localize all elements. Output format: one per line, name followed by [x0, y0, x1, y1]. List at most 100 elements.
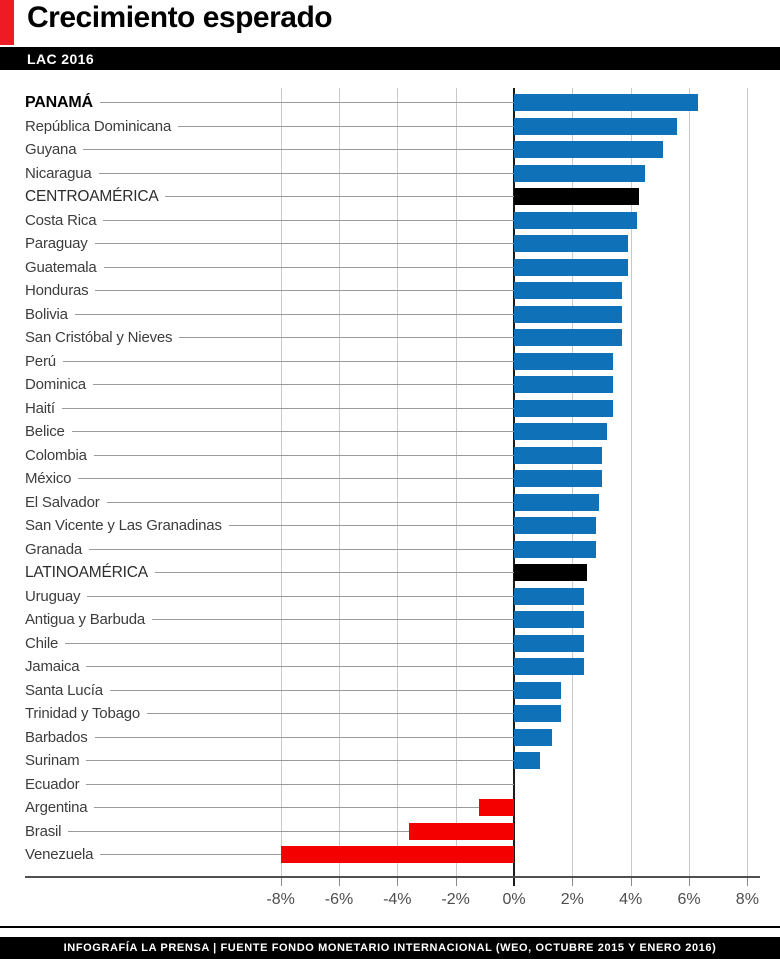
category-label: Chile — [25, 634, 59, 652]
value-bar — [514, 423, 608, 441]
leader-line — [93, 454, 514, 456]
leader-line — [152, 619, 514, 621]
value-bar — [514, 305, 622, 323]
chart-row: Bolivia — [25, 303, 514, 327]
chart-row: CENTROAMÉRICA — [25, 185, 514, 209]
category-label: Haití — [25, 399, 55, 417]
value-bar — [514, 141, 663, 159]
tick-label: 2% — [560, 891, 584, 908]
chart-row: Santa Lucía — [25, 679, 514, 703]
subtitle-label: LAC 2016 — [27, 50, 95, 67]
leader-line — [68, 830, 409, 832]
chart-row: Guyana — [25, 138, 514, 162]
leader-line — [165, 196, 514, 198]
category-label: Brasil — [25, 822, 62, 840]
chart-row: Belice — [25, 420, 514, 444]
divider-rule — [0, 926, 780, 928]
chart-row: México — [25, 467, 514, 491]
tick-label: -6% — [324, 891, 354, 908]
category-label: Guatemala — [25, 258, 97, 276]
leader-line — [94, 243, 514, 245]
chart-row: Ecuador — [25, 773, 514, 797]
category-label: San Vicente y Las Granadinas — [25, 517, 222, 535]
value-bar — [514, 282, 622, 300]
chart-row: Chile — [25, 632, 514, 656]
tick-label: -4% — [383, 891, 412, 908]
chart-row: Costa Rica — [25, 209, 514, 233]
value-bar — [514, 446, 602, 464]
leader-line — [99, 102, 514, 104]
chart-row: LATINOAMÉRICA — [25, 561, 514, 585]
leader-line — [86, 760, 514, 762]
chart-row: Jamaica — [25, 655, 514, 679]
value-bar — [514, 564, 587, 582]
leader-line — [86, 666, 514, 668]
chart-row: Haití — [25, 397, 514, 421]
value-bar — [514, 587, 584, 605]
axis-tick — [572, 877, 574, 886]
axis-tick — [338, 877, 340, 886]
chart-row: PANAMÁ — [25, 91, 514, 115]
chart-row: Uruguay — [25, 585, 514, 609]
gridline — [338, 88, 340, 877]
leader-line — [98, 172, 514, 174]
leader-line — [100, 854, 281, 856]
chart-row: Venezuela — [25, 843, 281, 867]
value-bar — [408, 822, 514, 840]
category-label: Perú — [25, 352, 56, 370]
tick-label: 0% — [502, 891, 526, 908]
value-bar — [514, 164, 646, 182]
category-label: LATINOAMÉRICA — [25, 563, 148, 581]
gridline — [455, 88, 457, 877]
axis-tick — [747, 877, 749, 886]
chart-row: Argentina — [25, 796, 479, 820]
chart-row: Barbados — [25, 726, 514, 750]
axis-tick — [397, 877, 399, 886]
leader-line — [179, 337, 514, 339]
category-label: Surinam — [25, 752, 80, 770]
leader-line — [147, 713, 514, 715]
leader-line — [92, 384, 514, 386]
value-bar — [478, 799, 514, 817]
category-label: Costa Rica — [25, 211, 97, 229]
value-bar — [514, 235, 628, 253]
value-bar — [514, 117, 678, 135]
category-label: Jamaica — [25, 658, 80, 676]
leader-line — [178, 125, 514, 127]
value-bar — [514, 705, 561, 723]
leader-line — [88, 548, 514, 550]
chart-row: Surinam — [25, 749, 514, 773]
value-bar — [280, 846, 514, 864]
tick-label: -2% — [441, 891, 470, 908]
chart-row: Antigua y Barbuda — [25, 608, 514, 632]
chart-row: San Vicente y Las Granadinas — [25, 514, 514, 538]
chart-row: Guatemala — [25, 256, 514, 280]
gridline — [397, 88, 399, 877]
leader-line — [86, 783, 514, 785]
value-bar — [514, 352, 614, 370]
leader-line — [106, 501, 514, 503]
axis-tick — [455, 877, 457, 886]
category-label: El Salvador — [25, 493, 100, 511]
chart-row: Granada — [25, 538, 514, 562]
category-label: Guyana — [25, 141, 77, 159]
value-bar — [514, 94, 698, 112]
value-bar — [514, 493, 599, 511]
category-label: Barbados — [25, 728, 88, 746]
leader-line — [87, 595, 514, 597]
leader-line — [65, 642, 514, 644]
red-accent-block — [0, 0, 14, 45]
category-label: Nicaragua — [25, 164, 92, 182]
leader-line — [78, 478, 514, 480]
chart-row: República Dominicana — [25, 115, 514, 139]
category-label: Antigua y Barbuda — [25, 611, 146, 629]
value-bar — [514, 329, 622, 347]
value-bar — [514, 681, 561, 699]
category-label: Bolivia — [25, 305, 68, 323]
subtitle-band: LAC 2016 — [0, 47, 780, 70]
chart-row: Nicaragua — [25, 162, 514, 186]
tick-label: -8% — [266, 891, 295, 908]
category-label: Paraguay — [25, 235, 88, 253]
